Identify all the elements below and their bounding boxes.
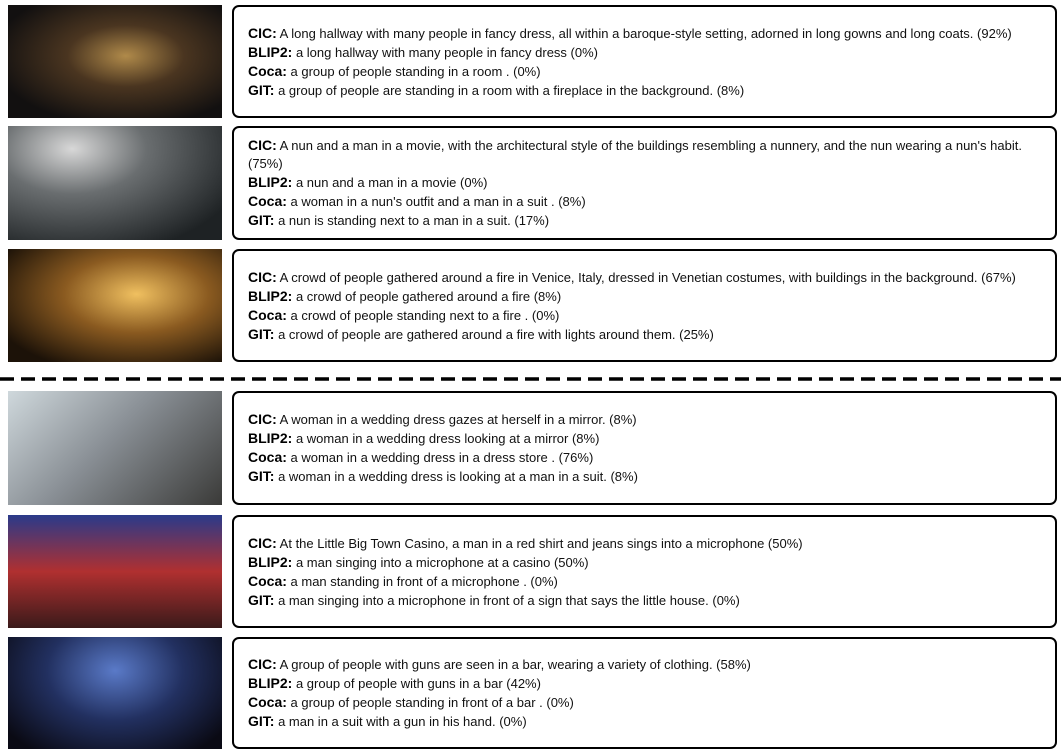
caption-text: a nun is standing next to a man in a sui…: [274, 213, 549, 228]
divider: [0, 372, 1061, 386]
caption-text: a man singing into a microphone at a cas…: [292, 555, 588, 570]
figure: {"rows": [ {"captions": [ {"model": "CIC…: [0, 0, 1061, 749]
model-label: BLIP2:: [248, 174, 292, 190]
photo: [8, 249, 222, 362]
caption-line: Coca: a group of people standing in fron…: [248, 693, 1045, 712]
caption-line: CIC: A group of people with guns are see…: [248, 655, 1045, 674]
caption-line: Coca: a woman in a wedding dress in a dr…: [248, 448, 1045, 467]
caption-text: a nun and a man in a movie (0%): [292, 175, 487, 190]
caption-text: a woman in a nun's outfit and a man in a…: [287, 194, 586, 209]
caption-text: a crowd of people gathered around a fire…: [292, 289, 561, 304]
caption-line: BLIP2: a group of people with guns in a …: [248, 674, 1045, 693]
photo: [8, 391, 222, 505]
caption-box: CIC: A woman in a wedding dress gazes at…: [232, 391, 1057, 505]
caption-text: a woman in a wedding dress is looking at…: [274, 469, 637, 484]
caption-line: Coca: a group of people standing in a ro…: [248, 62, 1045, 81]
caption-line: CIC: A crowd of people gathered around a…: [248, 268, 1045, 287]
caption-text: A crowd of people gathered around a fire…: [277, 270, 1016, 285]
caption-text: a group of people standing in a room . (…: [287, 64, 541, 79]
model-label: Coca:: [248, 573, 287, 589]
caption-line: GIT: a woman in a wedding dress is looki…: [248, 467, 1045, 486]
caption-box: CIC: A crowd of people gathered around a…: [232, 249, 1057, 362]
caption-text: A woman in a wedding dress gazes at hers…: [277, 412, 637, 427]
caption-box: CIC: At the Little Big Town Casino, a ma…: [232, 515, 1057, 628]
caption-line: BLIP2: a nun and a man in a movie (0%): [248, 173, 1045, 192]
caption-line: CIC: A long hallway with many people in …: [248, 24, 1045, 43]
caption-text: a woman in a wedding dress in a dress st…: [287, 450, 593, 465]
model-label: GIT:: [248, 713, 274, 729]
model-label: CIC:: [248, 25, 277, 41]
caption-text: a crowd of people standing next to a fir…: [287, 308, 559, 323]
model-label: Coca:: [248, 694, 287, 710]
model-label: Coca:: [248, 307, 287, 323]
model-label: Coca:: [248, 193, 287, 209]
caption-text: a group of people with guns in a bar (42…: [292, 676, 541, 691]
model-label: GIT:: [248, 82, 274, 98]
model-label: BLIP2:: [248, 675, 292, 691]
caption-text: A group of people with guns are seen in …: [277, 657, 751, 672]
caption-text: a man singing into a microphone in front…: [274, 593, 739, 608]
caption-line: GIT: a group of people are standing in a…: [248, 81, 1045, 100]
photo: [8, 126, 222, 240]
caption-line: GIT: a crowd of people are gathered arou…: [248, 325, 1045, 344]
caption-text: A nun and a man in a movie, with the arc…: [248, 138, 1022, 171]
caption-text: a crowd of people are gathered around a …: [274, 327, 713, 342]
caption-line: CIC: A woman in a wedding dress gazes at…: [248, 410, 1045, 429]
caption-line: CIC: A nun and a man in a movie, with th…: [248, 136, 1045, 173]
caption-line: CIC: At the Little Big Town Casino, a ma…: [248, 534, 1045, 553]
model-label: CIC:: [248, 656, 277, 672]
caption-line: Coca: a crowd of people standing next to…: [248, 306, 1045, 325]
caption-line: Coca: a man standing in front of a micro…: [248, 572, 1045, 591]
model-label: GIT:: [248, 592, 274, 608]
caption-box: CIC: A long hallway with many people in …: [232, 5, 1057, 118]
caption-text: a group of people are standing in a room…: [274, 83, 744, 98]
caption-line: GIT: a man singing into a microphone in …: [248, 591, 1045, 610]
caption-line: Coca: a woman in a nun's outfit and a ma…: [248, 192, 1045, 211]
model-label: GIT:: [248, 468, 274, 484]
model-label: Coca:: [248, 449, 287, 465]
caption-box: CIC: A nun and a man in a movie, with th…: [232, 126, 1057, 240]
caption-text: a man standing in front of a microphone …: [287, 574, 558, 589]
photo: [8, 5, 222, 118]
caption-line: GIT: a man in a suit with a gun in his h…: [248, 712, 1045, 731]
model-label: BLIP2:: [248, 430, 292, 446]
caption-line: BLIP2: a man singing into a microphone a…: [248, 553, 1045, 572]
model-label: Coca:: [248, 63, 287, 79]
model-label: CIC:: [248, 535, 277, 551]
model-label: CIC:: [248, 411, 277, 427]
caption-text: a woman in a wedding dress looking at a …: [292, 431, 599, 446]
model-label: GIT:: [248, 326, 274, 342]
photo: [8, 637, 222, 749]
model-label: CIC:: [248, 137, 277, 153]
caption-text: A long hallway with many people in fancy…: [277, 26, 1012, 41]
caption-text: At the Little Big Town Casino, a man in …: [277, 536, 803, 551]
caption-line: BLIP2: a crowd of people gathered around…: [248, 287, 1045, 306]
caption-text: a long hallway with many people in fancy…: [292, 45, 598, 60]
caption-line: BLIP2: a long hallway with many people i…: [248, 43, 1045, 62]
photo: [8, 515, 222, 628]
caption-line: BLIP2: a woman in a wedding dress lookin…: [248, 429, 1045, 448]
model-label: BLIP2:: [248, 288, 292, 304]
caption-text: a man in a suit with a gun in his hand. …: [274, 714, 526, 729]
caption-text: a group of people standing in front of a…: [287, 695, 574, 710]
caption-box: CIC: A group of people with guns are see…: [232, 637, 1057, 749]
model-label: BLIP2:: [248, 554, 292, 570]
model-label: GIT:: [248, 212, 274, 228]
caption-line: GIT: a nun is standing next to a man in …: [248, 211, 1045, 230]
model-label: CIC:: [248, 269, 277, 285]
model-label: BLIP2:: [248, 44, 292, 60]
